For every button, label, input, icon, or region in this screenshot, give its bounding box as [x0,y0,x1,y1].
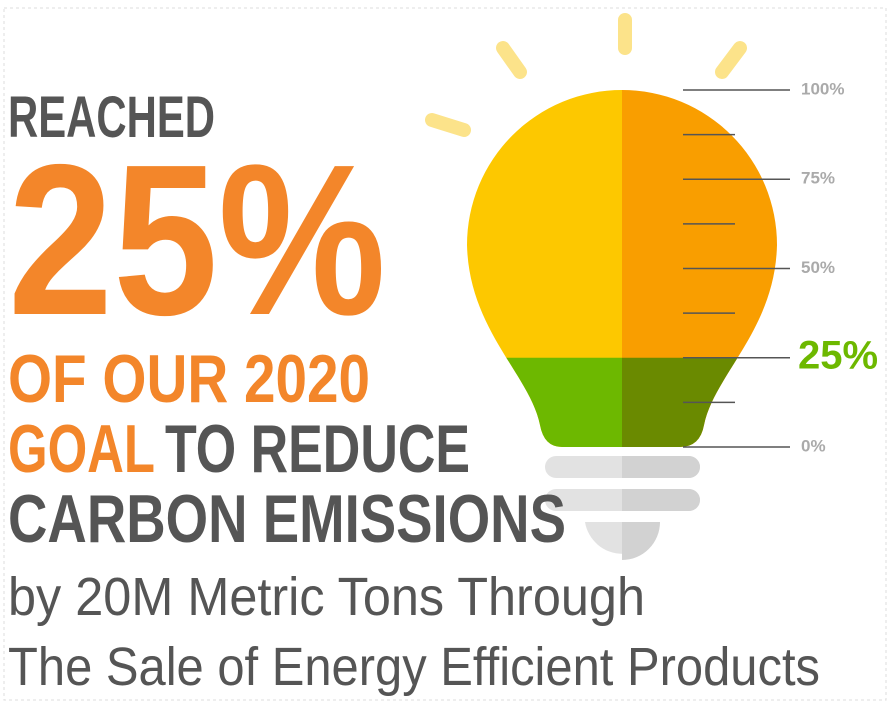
tick-label: 0% [801,436,826,455]
value-label: 25% [798,333,878,377]
headline-value: 25% [8,119,386,360]
goal-line: OF OUR 2020 [8,341,370,417]
rays [425,13,747,137]
detail-line: by 20M Metric Tons Through [8,567,645,627]
headline-lead: REACHED [8,85,215,150]
detail-line: The Sale of Energy Efficient Products [8,637,820,697]
tick-label: 50% [801,258,835,277]
scale: 0% 25% 50% 75% 100% [683,79,878,455]
bulb-fill-left [467,357,622,447]
goal-line: CARBON EMISSIONS [8,481,566,557]
goal-line: TO REDUCE [165,411,470,487]
tick-label: 75% [801,169,835,188]
goal-line: GOAL [8,411,155,487]
tick-label: 100% [801,79,844,98]
bulb-base [545,456,700,560]
frame [3,7,887,701]
